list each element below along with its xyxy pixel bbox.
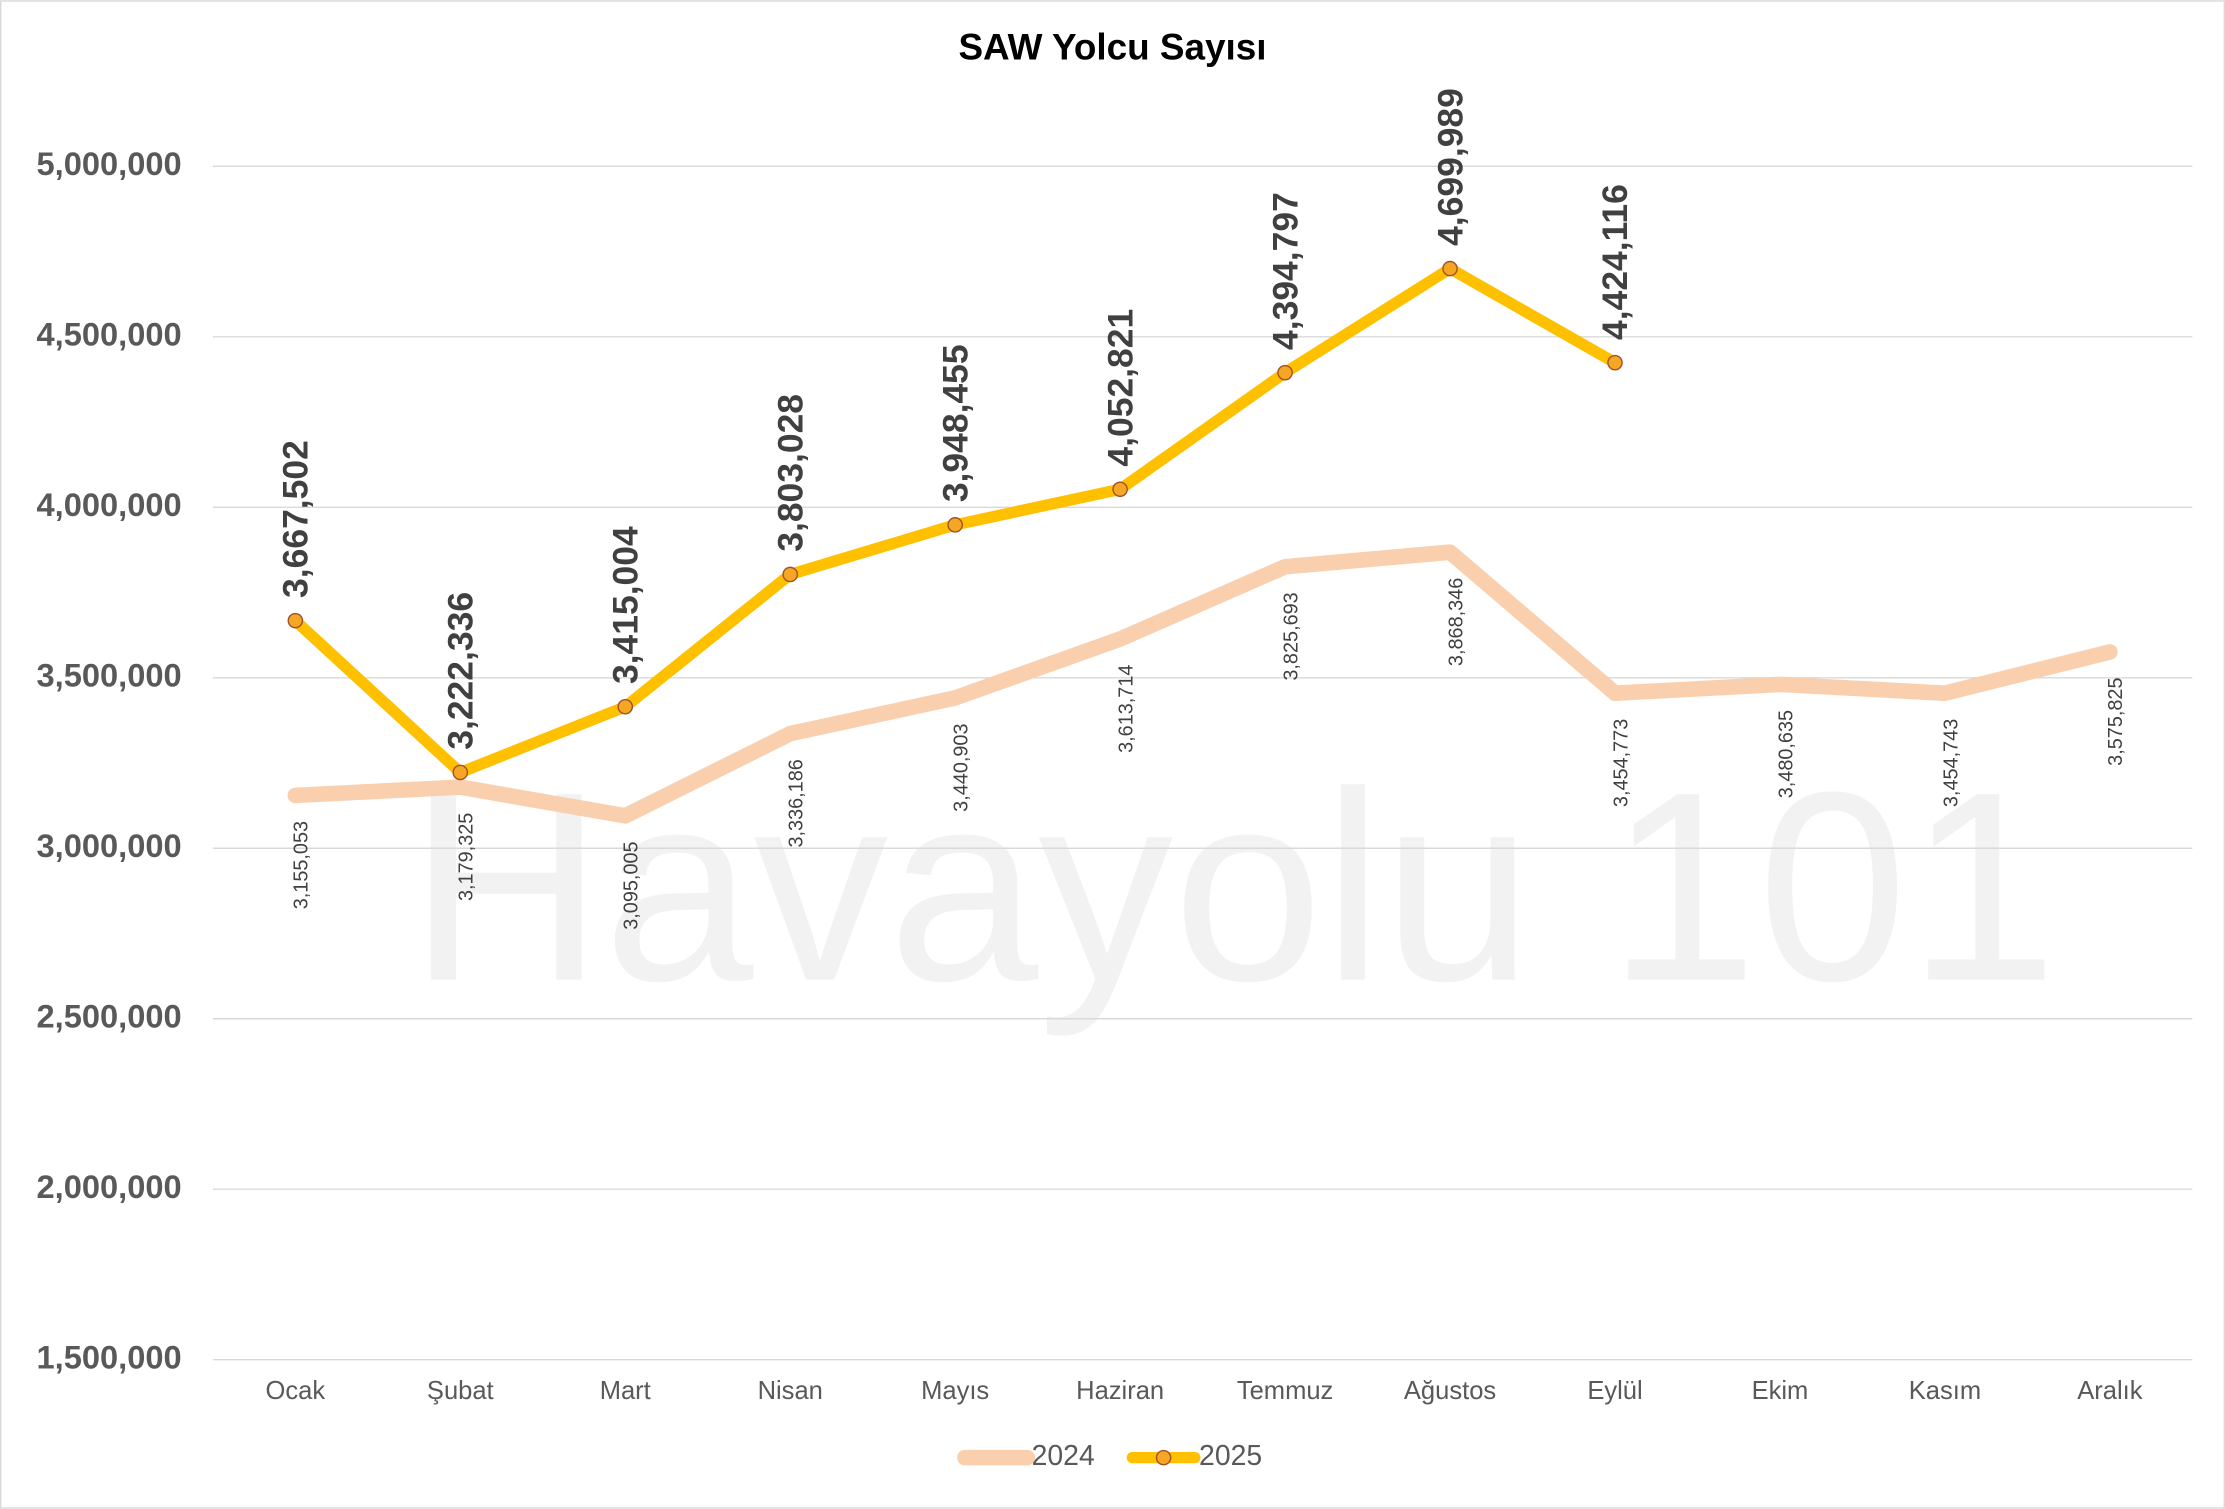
series-line: [287, 544, 2118, 824]
data-label: 3,336,186: [786, 759, 808, 847]
y-tick-label: 5,000,000: [36, 145, 181, 182]
x-tick-label: Kasım: [1909, 1377, 1981, 1405]
legend-label: 2024: [1032, 1440, 1095, 1472]
data-label: 3,868,346: [1445, 578, 1467, 666]
point-marker: [452, 764, 469, 781]
x-tick-label: Ağustos: [1404, 1377, 1496, 1405]
chart-title: SAW Yolcu Sayısı: [958, 27, 1266, 68]
data-label: 3,454,743: [1940, 719, 1962, 807]
point-marker: [782, 566, 799, 583]
data-label: 3,155,053: [291, 821, 313, 909]
data-label: 3,440,903: [951, 723, 973, 811]
y-tick-label: 3,000,000: [36, 827, 181, 864]
data-label: 3,803,028: [770, 394, 810, 552]
data-label: 3,825,693: [1280, 592, 1302, 680]
data-label: 3,613,714: [1115, 665, 1137, 753]
x-tick-label: Ocak: [266, 1377, 326, 1405]
data-label: 3,222,336: [441, 592, 481, 750]
y-tick-label: 3,500,000: [36, 656, 181, 693]
data-label: 4,699,989: [1430, 88, 1470, 246]
data-label: 3,179,325: [456, 813, 478, 901]
data-label: 3,415,004: [605, 526, 645, 684]
data-label: 3,454,773: [1610, 719, 1632, 807]
x-tick-label: Haziran: [1076, 1377, 1164, 1405]
y-tick-label: 4,500,000: [36, 315, 181, 352]
point-marker: [1277, 364, 1293, 381]
x-tick-label: Temmuz: [1237, 1377, 1333, 1405]
x-tick-label: Şubat: [427, 1377, 494, 1405]
data-label: 3,480,635: [1775, 710, 1797, 798]
point-marker: [1442, 260, 1458, 277]
x-tick-label: Aralık: [2077, 1377, 2142, 1405]
point-marker: [1112, 481, 1128, 498]
data-label: 3,575,825: [2105, 677, 2127, 765]
x-tick-label: Ekim: [1752, 1377, 1809, 1405]
y-tick-label: 4,000,000: [36, 486, 181, 523]
y-tick-label: 2,500,000: [36, 997, 181, 1034]
y-tick-label: 1,500,000: [36, 1338, 181, 1375]
y-tick-label: 2,000,000: [36, 1168, 181, 1205]
x-tick-label: Nisan: [758, 1377, 823, 1405]
data-label: 4,394,797: [1265, 192, 1305, 350]
point-marker: [1607, 354, 1623, 371]
legend-marker: [1155, 1449, 1172, 1466]
data-label: 3,095,005: [621, 841, 643, 929]
point-marker: [287, 612, 304, 629]
point-marker: [947, 517, 963, 533]
x-tick-label: Eylül: [1587, 1377, 1642, 1405]
data-label: 3,667,502: [276, 440, 316, 598]
x-tick-label: Mayıs: [921, 1377, 989, 1405]
data-label: 4,052,821: [1100, 309, 1140, 467]
legend-label: 2025: [1199, 1440, 1262, 1472]
x-tick-label: Mart: [600, 1377, 651, 1405]
data-label: 3,948,455: [935, 344, 975, 502]
point-marker: [617, 698, 634, 715]
watermark: Havayolu 101: [409, 737, 2058, 1039]
data-label: 4,424,116: [1595, 184, 1635, 340]
